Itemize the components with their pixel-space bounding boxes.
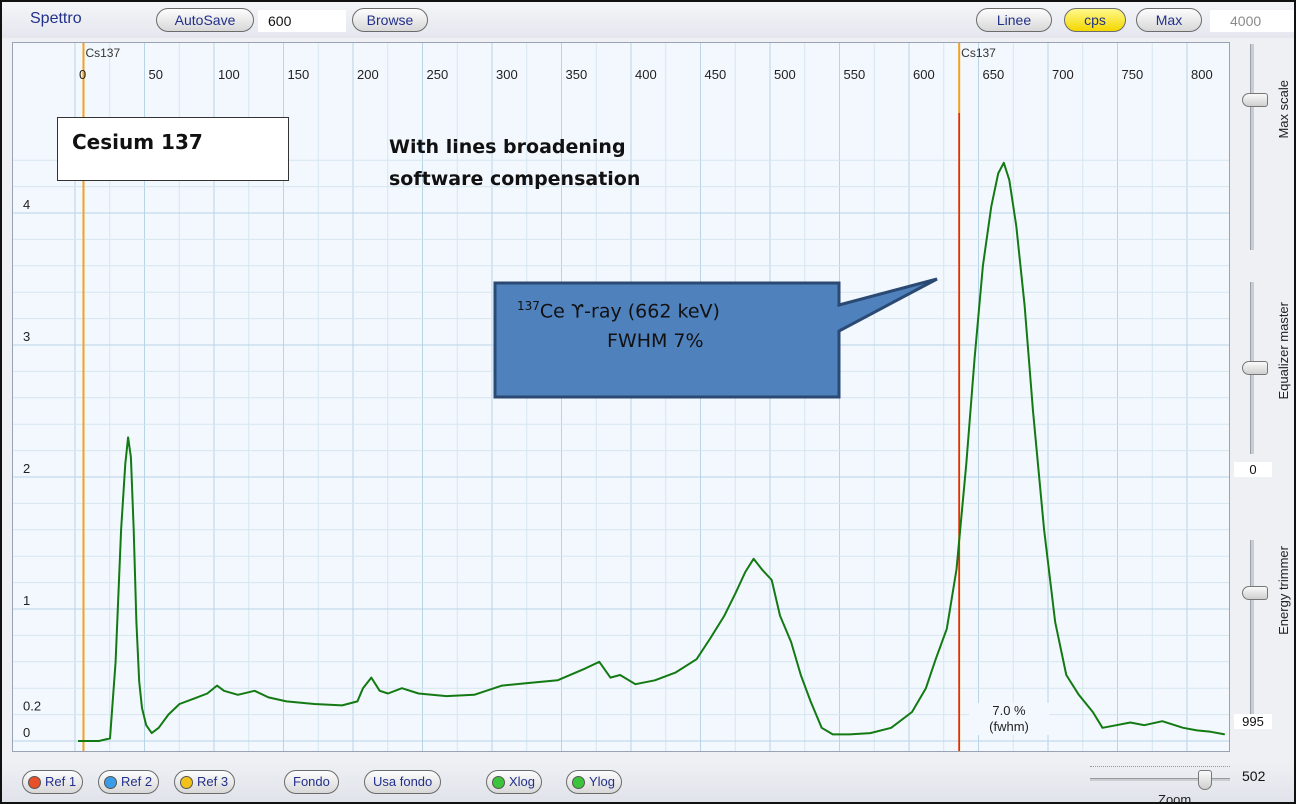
energy-trimmer-knob[interactable] bbox=[1242, 585, 1268, 600]
x-tick-label: 700 bbox=[1052, 67, 1074, 82]
x-tick-label: 650 bbox=[983, 67, 1005, 82]
zoom-ticks bbox=[1090, 766, 1230, 772]
equalizer-label: Equalizer master bbox=[1276, 302, 1291, 400]
ref2-led-icon bbox=[104, 776, 117, 789]
spectrum-plot[interactable]: 0 50 100 150 200 250 300 350 400 450 500 550 600 650 7… bbox=[12, 42, 1230, 752]
cesium-title-box: Cesium 137 bbox=[57, 117, 289, 181]
equalizer-value[interactable]: 0 bbox=[1234, 462, 1272, 477]
x-tick-label: 150 bbox=[288, 67, 310, 82]
x-tick-label: 600 bbox=[913, 67, 935, 82]
x-tick-label: 0 bbox=[79, 67, 86, 82]
cps-button[interactable]: cps bbox=[1064, 8, 1126, 32]
x-tick-label: 350 bbox=[566, 67, 588, 82]
max-button[interactable]: Max bbox=[1136, 8, 1202, 32]
x-tick-label: 450 bbox=[705, 67, 727, 82]
x-tick-label: 300 bbox=[496, 67, 518, 82]
ref2-label: Ref 2 bbox=[121, 774, 153, 789]
ref3-led-icon bbox=[180, 776, 193, 789]
broadening-note-line2: software compensation bbox=[389, 168, 641, 190]
linee-button[interactable]: Linee bbox=[976, 8, 1052, 32]
x-tick-label: 250 bbox=[427, 67, 449, 82]
x-tick-label: 800 bbox=[1191, 67, 1213, 82]
x-tick-label: 750 bbox=[1122, 67, 1144, 82]
x-tick-label: 100 bbox=[218, 67, 240, 82]
xlog-button[interactable]: Xlog bbox=[486, 770, 543, 794]
fwhm-value: 7.0 % bbox=[992, 703, 1026, 718]
y-tick-label: 0 bbox=[23, 725, 30, 740]
browse-button[interactable]: Browse bbox=[352, 8, 428, 32]
cs137-marker-label: Cs137 bbox=[85, 46, 120, 60]
zoom-knob[interactable] bbox=[1197, 770, 1212, 790]
energy-trimmer-label: Energy trimmer bbox=[1276, 546, 1291, 635]
zoom-label: Zoom bbox=[1158, 792, 1192, 804]
ylog-led-icon bbox=[572, 776, 585, 789]
y-tick-label: 4 bbox=[23, 197, 30, 212]
zoom-value: 502 bbox=[1242, 768, 1266, 784]
max-value-field[interactable]: 4000 bbox=[1210, 10, 1294, 32]
app-title: Spettro bbox=[30, 10, 82, 27]
callout-line1: Ce ϒ-ray (662 keV) bbox=[539, 300, 720, 323]
ref2-button[interactable]: Ref 2 bbox=[98, 770, 160, 794]
fwhm-readout: 7.0 % (fwhm) bbox=[969, 703, 1049, 735]
ref3-label: Ref 3 bbox=[197, 774, 229, 789]
autosave-button[interactable]: AutoSave bbox=[156, 8, 254, 32]
x-tick-label: 50 bbox=[149, 67, 163, 82]
fondo-button[interactable]: Fondo bbox=[284, 770, 339, 794]
ref1-label: Ref 1 bbox=[45, 774, 77, 789]
energy-trimmer-value[interactable]: 995 bbox=[1234, 714, 1272, 729]
zoom-track[interactable] bbox=[1090, 778, 1230, 781]
ref1-led-icon bbox=[28, 776, 41, 789]
x-tick-label: 500 bbox=[774, 67, 796, 82]
x-tick-label: 200 bbox=[357, 67, 379, 82]
x-tick-label: 550 bbox=[844, 67, 866, 82]
max-scale-label: Max scale bbox=[1276, 80, 1291, 139]
autosave-interval-field[interactable]: 600 bbox=[258, 10, 346, 32]
side-control-panel: Max scale Equalizer master 0 Energy trim… bbox=[1230, 40, 1294, 760]
broadening-note: With lines broadening software compensat… bbox=[389, 131, 640, 195]
callout-line1-row: 137Ce ϒ-ray (662 keV) bbox=[517, 291, 827, 326]
max-scale-track[interactable] bbox=[1250, 44, 1254, 250]
x-tick-label: 400 bbox=[635, 67, 657, 82]
ref1-button[interactable]: Ref 1 bbox=[22, 770, 84, 794]
callout-text: 137Ce ϒ-ray (662 keV) FWHM 7% bbox=[517, 291, 827, 356]
max-scale-knob[interactable] bbox=[1242, 92, 1268, 107]
energy-trimmer-track[interactable] bbox=[1250, 540, 1254, 716]
ref3-button[interactable]: Ref 3 bbox=[174, 770, 236, 794]
usa-fondo-button[interactable]: Usa fondo bbox=[364, 770, 442, 794]
equalizer-knob[interactable] bbox=[1242, 361, 1268, 375]
ylog-label: Ylog bbox=[589, 774, 616, 789]
cs137-marker-label: Cs137 bbox=[961, 46, 996, 60]
spectrum-line bbox=[78, 161, 1225, 742]
xlog-led-icon bbox=[492, 776, 505, 789]
y-tick-label: 3 bbox=[23, 329, 30, 344]
ylog-button[interactable]: Ylog bbox=[566, 770, 623, 794]
xlog-label: Xlog bbox=[509, 774, 536, 789]
y-tick-label: 0.2 bbox=[23, 699, 41, 714]
callout-isotope-sup: 137 bbox=[517, 299, 540, 313]
callout-line2: FWHM 7% bbox=[607, 330, 704, 353]
broadening-note-line1: With lines broadening bbox=[389, 136, 626, 158]
y-tick-label: 2 bbox=[23, 461, 30, 476]
bottom-toolbar: Ref 1 Ref 2 Ref 3 Fondo Usa fondo Xlog Y… bbox=[2, 762, 1294, 802]
top-toolbar: Spettro AutoSave 600 Browse Linee cps Ma… bbox=[2, 2, 1294, 38]
fwhm-unit: (fwhm) bbox=[989, 719, 1029, 734]
y-tick-label: 1 bbox=[23, 593, 30, 608]
